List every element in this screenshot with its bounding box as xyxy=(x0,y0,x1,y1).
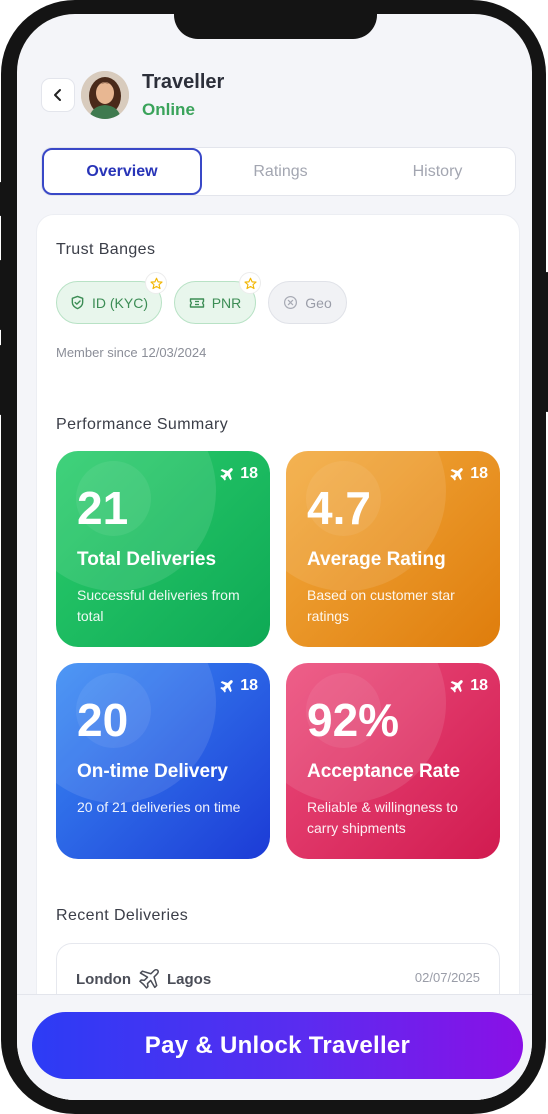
stat-card-average-rating[interactable]: 18 4.7 Average Rating Based on customer … xyxy=(286,451,500,647)
side-button xyxy=(0,182,3,216)
bottom-action-bar: Pay & Unlock Traveller xyxy=(17,994,532,1100)
badge-label: Geo xyxy=(305,294,332,311)
delivery-route: London Lagos xyxy=(76,968,211,990)
delivery-date: 02/07/2025 xyxy=(414,970,480,985)
tab-overview[interactable]: Overview xyxy=(42,148,202,195)
stat-description: 20 of 21 deliveries on time xyxy=(77,799,241,815)
badge-pnr[interactable]: PNR xyxy=(174,272,261,324)
trips-count: 18 xyxy=(219,677,258,695)
trips-count: 18 xyxy=(219,465,258,483)
plane-icon xyxy=(220,467,233,481)
profile-content: Trust Banges ID (KYC) xyxy=(36,214,520,1100)
trips-count: 18 xyxy=(449,677,488,695)
shield-check-icon xyxy=(70,295,85,310)
badge-id-kyc[interactable]: ID (KYC) xyxy=(56,272,167,324)
stat-description: Reliable & willingness to carry shipment… xyxy=(307,799,458,836)
side-button xyxy=(0,260,3,330)
stat-value: 92% xyxy=(307,694,400,746)
back-button[interactable] xyxy=(41,78,75,112)
performance-title: Performance Summary xyxy=(56,416,229,433)
plane-icon xyxy=(137,968,161,990)
x-circle-icon xyxy=(283,295,298,310)
member-since: Member since 12/03/2024 xyxy=(56,345,207,360)
recent-deliveries-title: Recent Deliveries xyxy=(56,907,189,924)
trust-badges-title: Trust Banges xyxy=(56,241,156,258)
stat-label: On-time Delivery xyxy=(77,761,228,782)
stat-value: 21 xyxy=(77,482,129,534)
side-button xyxy=(544,272,548,412)
notch xyxy=(174,14,377,39)
plane-icon xyxy=(220,679,233,693)
star-icon xyxy=(239,272,261,294)
stat-label: Average Rating xyxy=(307,549,446,570)
badge-label: PNR xyxy=(211,294,242,311)
stat-value: 20 xyxy=(77,694,129,746)
stat-value: 4.7 xyxy=(307,482,371,534)
badge-label: ID (KYC) xyxy=(92,294,148,311)
stat-card-on-time-delivery[interactable]: 18 20 On-time Delivery 20 of 21 deliveri… xyxy=(56,663,270,859)
pay-unlock-button[interactable]: Pay & Unlock Traveller xyxy=(32,1012,523,1079)
trips-count: 18 xyxy=(449,465,488,483)
stat-description: Based on customer star ratings xyxy=(307,587,455,624)
stat-card-total-deliveries[interactable]: 18 21 Total Deliveries Successful delive… xyxy=(56,451,270,647)
side-button xyxy=(0,345,3,415)
plane-icon xyxy=(450,679,463,693)
app-screen: Traveller Online Overview Ratings Histor… xyxy=(17,14,532,1100)
stat-description: Successful deliveries from total xyxy=(77,587,240,624)
star-icon xyxy=(145,272,167,294)
tab-bar: Overview Ratings History xyxy=(41,147,516,196)
online-status: Online xyxy=(142,100,195,119)
badge-geo[interactable]: Geo xyxy=(268,281,347,324)
ticket-icon xyxy=(189,296,205,310)
tab-history[interactable]: History xyxy=(412,162,463,180)
stat-card-acceptance-rate[interactable]: 18 92% Acceptance Rate Reliable & willin… xyxy=(286,663,500,859)
origin-city: London xyxy=(76,970,131,988)
plane-icon xyxy=(450,467,463,481)
destination-city: Lagos xyxy=(166,970,212,988)
avatar xyxy=(81,71,129,119)
stat-label: Acceptance Rate xyxy=(307,761,461,782)
page-title: Traveller xyxy=(142,71,225,93)
stat-label: Total Deliveries xyxy=(77,549,217,570)
chevron-left-icon xyxy=(54,89,61,101)
tab-ratings[interactable]: Ratings xyxy=(253,162,308,180)
